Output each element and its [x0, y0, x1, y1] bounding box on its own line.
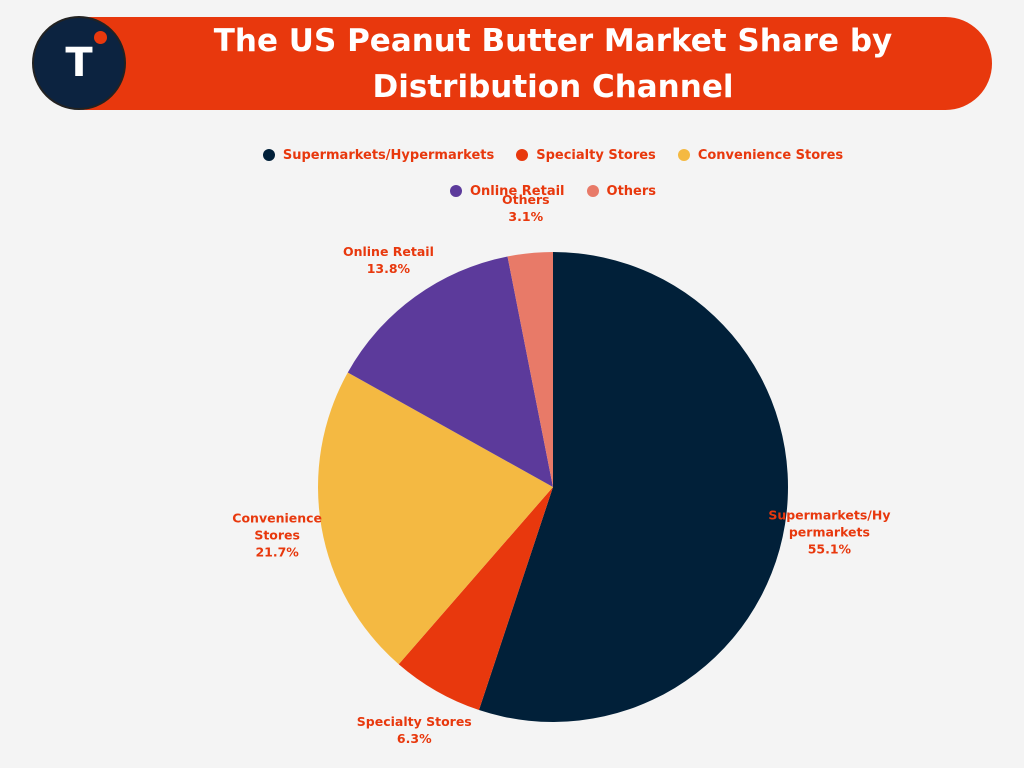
- legend-label: Convenience Stores: [697, 147, 844, 163]
- data-label-name: Supermarkets/Hypermarkets: [768, 507, 891, 540]
- data-label-value: 13.8%: [366, 261, 411, 277]
- data-label-value: 6.3%: [396, 731, 432, 747]
- data-label-value: 3.1%: [508, 209, 544, 225]
- data-label-value: 21.7%: [255, 544, 299, 560]
- legend-swatch: [516, 149, 529, 161]
- data-label: Specialty Stores 6.3%: [352, 713, 476, 747]
- header-bar: [40, 17, 992, 110]
- chart-title: The US Peanut Butter Market Share by Dis…: [213, 22, 893, 105]
- legend-swatch: [262, 149, 275, 161]
- legend-label: Others: [606, 183, 657, 199]
- legend-swatch: [449, 185, 462, 197]
- data-label-value: 55.1%: [807, 541, 852, 557]
- pie-slice: [347, 256, 553, 487]
- data-label: Supermarkets/Hypermarkets 55.1%: [767, 506, 891, 557]
- pie-slice: [507, 252, 553, 487]
- data-label-name: Online Retail: [342, 244, 434, 260]
- data-label: Convenience Stores 21.7%: [215, 510, 339, 561]
- pie-slice: [398, 487, 553, 711]
- pie-slice: [478, 252, 789, 722]
- legend-label: Supermarkets/Hypermarkets: [282, 147, 495, 163]
- data-label-name: Convenience Stores: [232, 510, 323, 543]
- legend-label: Online Retail: [469, 183, 565, 199]
- legend-swatch: [677, 149, 690, 161]
- legend-item: Online Retail: [449, 180, 565, 202]
- logo: T: [32, 16, 126, 110]
- legend-item: Specialty Stores: [516, 144, 656, 166]
- pie-slice: [317, 372, 553, 665]
- legend-item: Supermarkets/Hypermarkets: [262, 144, 495, 166]
- legend-label: Specialty Stores: [536, 147, 656, 163]
- logo-dot: [94, 31, 107, 44]
- data-label: Others 3.1%: [464, 191, 588, 225]
- legend: Supermarkets/Hypermarkets Specialty Store…: [253, 144, 853, 202]
- legend-swatch: [586, 185, 599, 197]
- data-label-name: Specialty Stores: [356, 714, 472, 730]
- data-label: Online Retail 13.8%: [326, 243, 450, 277]
- legend-item: Others: [586, 180, 657, 202]
- legend-item: Convenience Stores: [677, 144, 844, 166]
- data-label-name: Others: [501, 192, 550, 208]
